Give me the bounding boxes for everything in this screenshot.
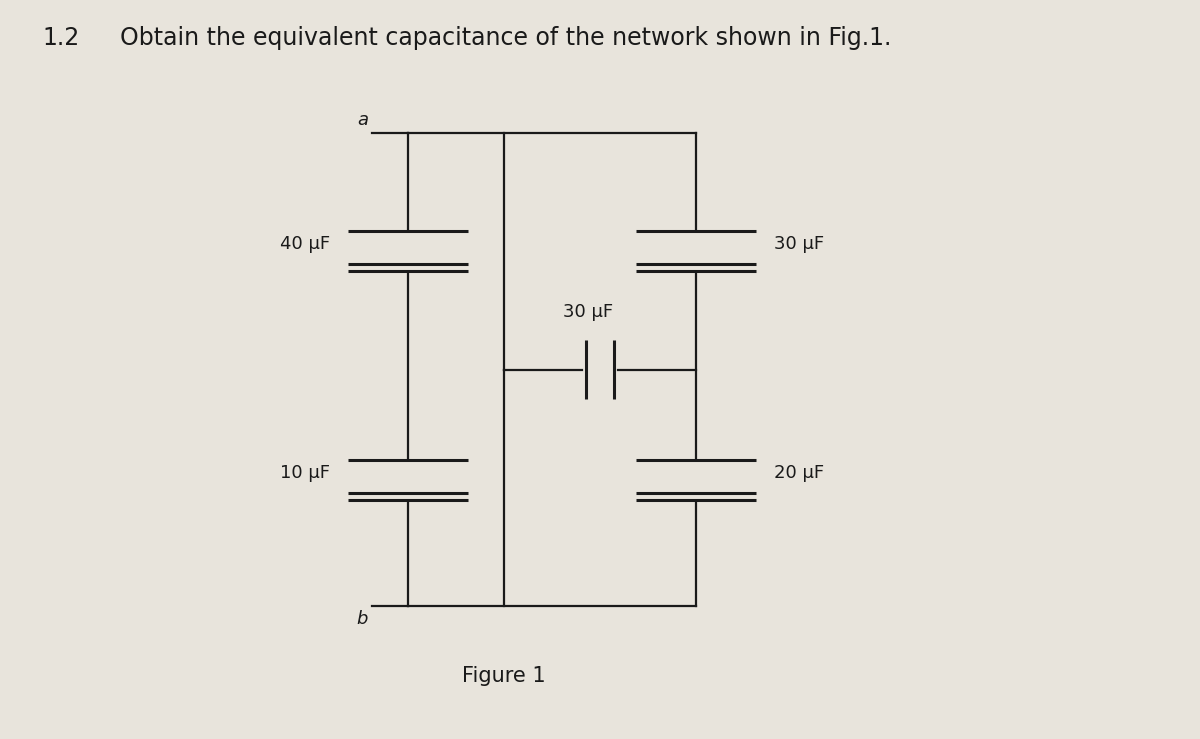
Text: Figure 1: Figure 1 xyxy=(462,666,546,687)
Text: a: a xyxy=(356,112,368,129)
Text: 20 μF: 20 μF xyxy=(774,464,824,482)
Text: 1.2: 1.2 xyxy=(42,26,79,50)
Text: 40 μF: 40 μF xyxy=(280,235,330,253)
Text: b: b xyxy=(356,610,368,627)
Text: 30 μF: 30 μF xyxy=(774,235,824,253)
Text: 30 μF: 30 μF xyxy=(563,304,613,321)
Text: Obtain the equivalent capacitance of the network shown in Fig.1.: Obtain the equivalent capacitance of the… xyxy=(120,26,892,50)
Text: 10 μF: 10 μF xyxy=(280,464,330,482)
